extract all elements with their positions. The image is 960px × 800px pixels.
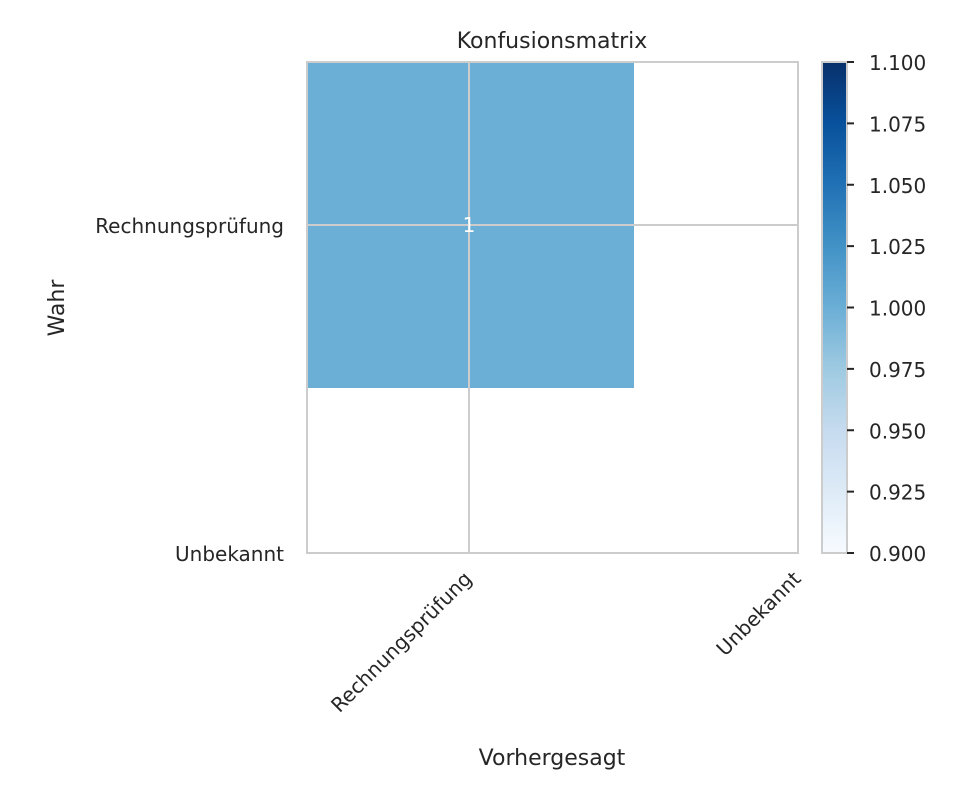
colorbar: 0.900 0.925 0.950 0.975 1.000 1.025 1.050 1.075… xyxy=(821,51,926,566)
cell-annotation: 1 xyxy=(463,213,476,237)
colorbar-tick-label: 1.100 xyxy=(869,51,926,75)
colorbar-tick-label: 1.075 xyxy=(869,112,926,136)
x-tick-label: Unbekannt xyxy=(711,566,805,660)
colorbar-tick-label: 1.025 xyxy=(869,235,926,259)
colorbar-tick-label: 1.000 xyxy=(869,297,926,321)
y-tick-label: Rechnungsprüfung xyxy=(95,214,284,238)
colorbar-tick-label: 0.925 xyxy=(869,481,926,505)
colorbar-tick-label: 1.050 xyxy=(869,174,926,198)
y-tick-label: Unbekannt xyxy=(175,542,284,566)
plot-frame xyxy=(306,61,799,554)
chart-title: Konfusionsmatrix xyxy=(457,29,648,54)
x-tick-labels: Rechnungsprüfung Unbekannt xyxy=(326,566,806,717)
y-axis-label: Wahr xyxy=(45,279,70,337)
colorbar-gradient xyxy=(821,61,848,554)
x-axis-label: Vorhergesagt xyxy=(479,746,626,771)
grid-lines xyxy=(307,62,798,553)
colorbar-ticks: 0.900 0.925 0.950 0.975 1.000 1.025 1.050 1.075… xyxy=(847,51,926,566)
x-tick-label: Rechnungsprüfung xyxy=(326,567,476,717)
colorbar-tick-label: 0.950 xyxy=(869,419,926,443)
colorbar-tick-label: 0.975 xyxy=(869,358,926,382)
colorbar-tick-label: 0.900 xyxy=(869,542,926,566)
y-tick-labels: Rechnungsprüfung Unbekannt xyxy=(95,214,284,566)
cell-annotations: 1 xyxy=(463,213,476,237)
